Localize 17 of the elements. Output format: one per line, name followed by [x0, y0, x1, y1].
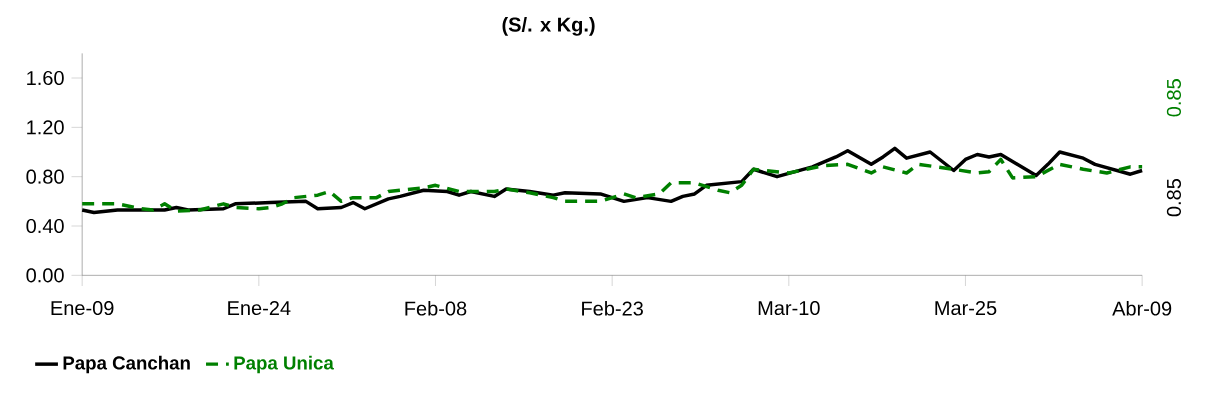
text: 0.85 [1166, 79, 1182, 117]
text: 0.85 [1166, 179, 1182, 217]
x-tick-label: Mar-10 [758, 300, 820, 316]
x-tick-label: Ene-09 [51, 300, 114, 316]
x-tick-label: Ene-24 [228, 300, 291, 316]
legend-label: Papa Unica [234, 355, 334, 374]
y-tick-label: 0.40 [26, 218, 64, 234]
y-tick-label: 1.60 [27, 70, 64, 86]
y-tick-label: 1.20 [27, 120, 64, 135]
y-tick-label: 0.80 [26, 169, 64, 184]
y-tick-label: 0.00 [26, 268, 64, 283]
legend-label: Papa Canchan [63, 355, 190, 374]
x-tick-label: Abr-09 [1112, 300, 1172, 316]
x-tick-label: Mar-25 [935, 300, 997, 316]
chart-title: (S/. x Kg.) [502, 17, 595, 36]
x-tick-label: Feb-23 [582, 300, 643, 316]
x-tick-label: Feb-08 [405, 300, 467, 316]
